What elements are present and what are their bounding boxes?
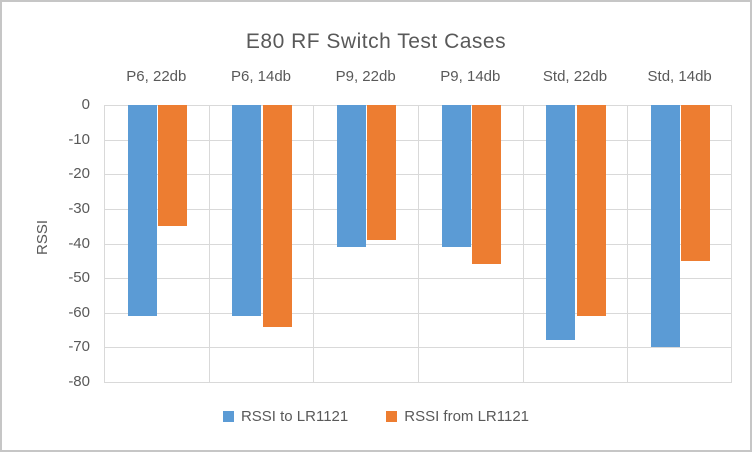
gridline-vertical [731,105,732,382]
category-label: Std, 14db [647,68,712,85]
y-tick-label: -20 [68,165,90,183]
bar-rssi-to-lr1121 [650,105,680,348]
chart-title: E80 RF Switch Test Cases [245,30,507,53]
category-label: P6, 22db [126,68,187,85]
bar-rssi-from-lr1121 [681,105,711,261]
gridline-vertical [104,105,105,382]
bar-rssi-to-lr1121 [127,105,157,317]
y-axis-ticks: 0 -10 -20 -30 -40 -50 -60 -70 -80 [50,2,90,454]
bar-rssi-from-lr1121 [576,105,606,317]
legend: RSSI to LR1121 RSSI from LR1121 [2,408,750,425]
legend-item: RSSI to LR1121 [222,408,349,425]
bar-rssi-to-lr1121 [546,105,576,341]
legend-label: RSSI from LR1121 [404,408,530,425]
gridline-vertical [418,105,419,382]
bar-rssi-to-lr1121 [336,105,366,247]
bar-rssi-from-lr1121 [158,105,187,227]
legend-label: RSSI to LR1121 [240,408,349,425]
y-tick-label: -30 [68,199,90,217]
bar-rssi-from-lr1121 [472,105,501,265]
y-tick-label: -70 [68,338,90,356]
category-label: P9, 14db [440,68,501,85]
bar-rssi-to-lr1121 [441,105,471,247]
gridline-vertical [313,105,314,382]
gridline-vertical [627,105,628,382]
gridline-horizontal [104,382,732,383]
plot-area [104,105,732,383]
gridline-vertical [209,105,210,382]
y-tick-label: -50 [68,269,90,287]
bar-rssi-from-lr1121 [262,105,292,327]
category-label: Std, 22db [542,68,608,85]
legend-swatch-icon [386,411,398,422]
category-label: P9, 22db [335,68,396,85]
gridline-vertical [523,105,524,382]
legend-item: RSSI from LR1121 [386,408,529,425]
y-tick-label: -10 [68,130,90,148]
category-label: P6, 14db [230,68,292,85]
bar-rssi-from-lr1121 [367,105,397,241]
bar-rssi-to-lr1121 [232,105,262,317]
y-tick-label: -60 [68,303,90,321]
y-tick-label: -40 [68,234,90,252]
y-tick-label: 0 [81,96,90,113]
legend-swatch-icon [222,411,234,422]
y-tick-label: -80 [68,373,90,390]
